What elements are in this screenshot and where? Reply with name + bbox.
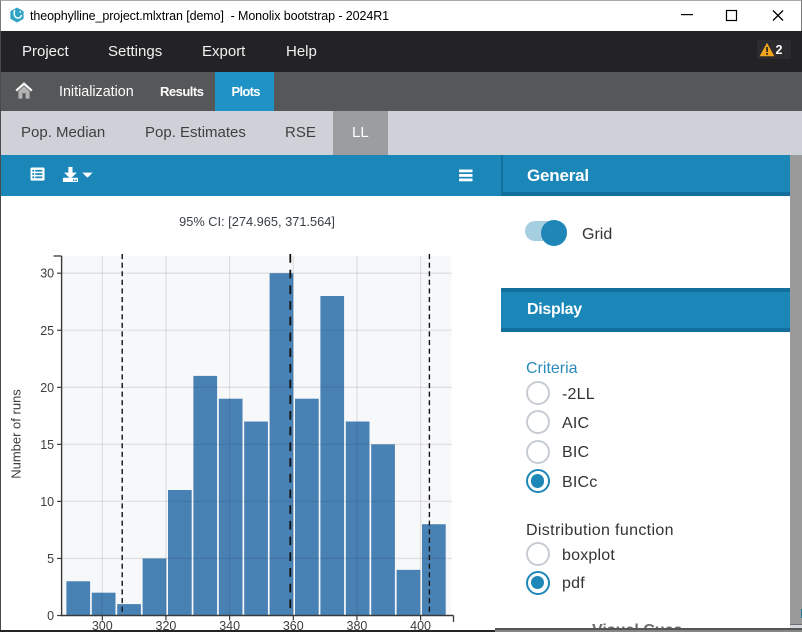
svg-text:340: 340 xyxy=(219,619,240,630)
svg-text:380: 380 xyxy=(347,619,368,630)
svg-text:15: 15 xyxy=(40,438,54,452)
svg-text:0: 0 xyxy=(47,609,54,623)
svg-text:30: 30 xyxy=(40,267,54,281)
svg-text:10: 10 xyxy=(40,495,54,509)
svg-text:20: 20 xyxy=(40,381,54,395)
svg-text:5: 5 xyxy=(47,552,54,566)
svg-text:Number of runs: Number of runs xyxy=(9,389,24,479)
svg-text:400: 400 xyxy=(410,619,431,630)
svg-text:95% CI: [274.965, 371.564]: 95% CI: [274.965, 371.564] xyxy=(179,214,335,229)
svg-text:360: 360 xyxy=(283,619,304,630)
svg-text:320: 320 xyxy=(156,619,177,630)
svg-text:25: 25 xyxy=(40,324,54,338)
svg-text:300: 300 xyxy=(92,619,113,630)
